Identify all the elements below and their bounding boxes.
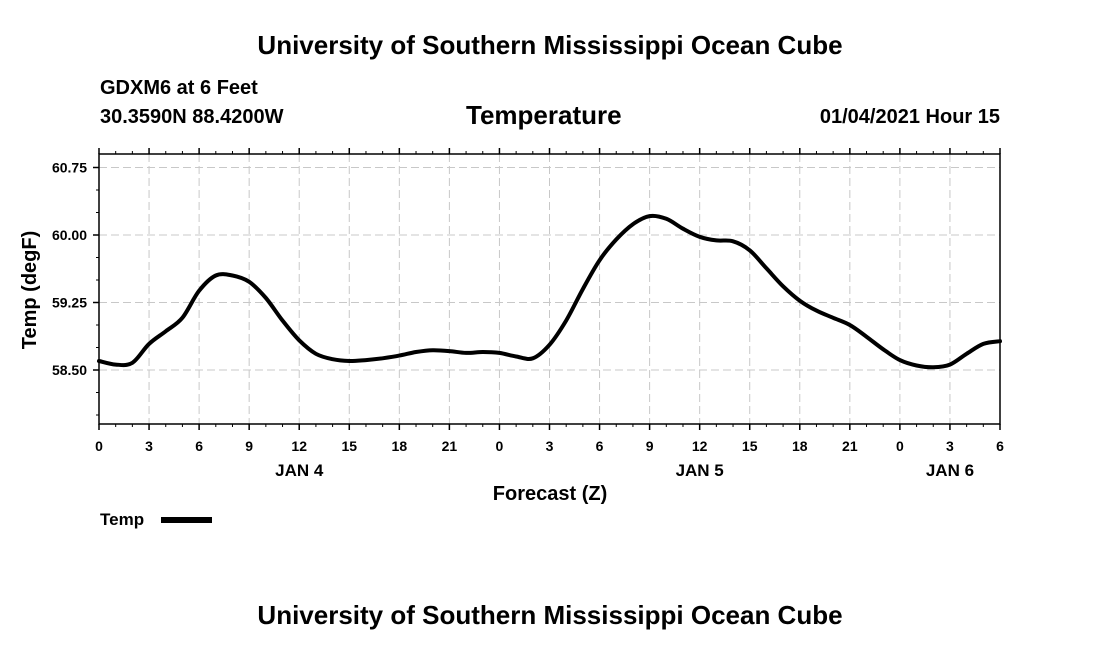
x-tick-label: 6 [596,438,604,454]
x-tick-label: 21 [842,438,858,454]
legend-label-temp: Temp [100,510,144,529]
date-label: JAN 5 [676,461,724,480]
date-label: JAN 6 [926,461,974,480]
x-tick-label: 18 [392,438,408,454]
top-title: University of Southern Mississippi Ocean… [257,30,843,60]
tick-labels: 0 3 6 9 12 15 18 21 0 3 6 9 12 15 18 21 0 3 6 JAN 4 JAN 5 JAN… [52,160,1004,481]
date-label: JAN 4 [275,461,324,480]
gridlines [99,154,1000,424]
y-tick-label: 60.00 [52,227,87,243]
x-tick-label: 6 [996,438,1004,454]
coordinates-label: 30.3590N 88.4200W [100,106,284,128]
x-tick-label: 9 [646,438,654,454]
y-axis-label: Temp (degF) [19,231,41,350]
y-tick-label: 59.25 [52,295,87,311]
x-tick-label: 3 [546,438,554,454]
x-tick-label: 12 [692,438,708,454]
plot-title: Temperature [466,100,622,130]
x-axis-label: Forecast (Z) [493,483,607,505]
x-tick-label: 15 [742,438,758,454]
x-tick-label: 18 [792,438,808,454]
series-line-temp [97,213,1002,370]
x-tick-label: 21 [442,438,458,454]
datetime-label: 01/04/2021 Hour 15 [819,106,1000,128]
x-tick-label: 0 [496,438,504,454]
x-tick-label: 0 [95,438,103,454]
x-tick-label: 15 [341,438,357,454]
x-tick-label: 0 [896,438,904,454]
y-tick-label: 58.50 [52,362,87,378]
axes [93,148,1001,430]
y-tick-label: 60.75 [52,160,87,176]
x-tick-label: 6 [195,438,203,454]
x-tick-label: 3 [946,438,954,454]
station-label: GDXM6 at 6 Feet [100,77,258,99]
x-tick-label: 9 [245,438,253,454]
legend: Temp [100,510,212,529]
x-tick-label: 3 [145,438,153,454]
bottom-title: University of Southern Mississippi Ocean… [257,600,843,630]
x-tick-label: 12 [291,438,307,454]
